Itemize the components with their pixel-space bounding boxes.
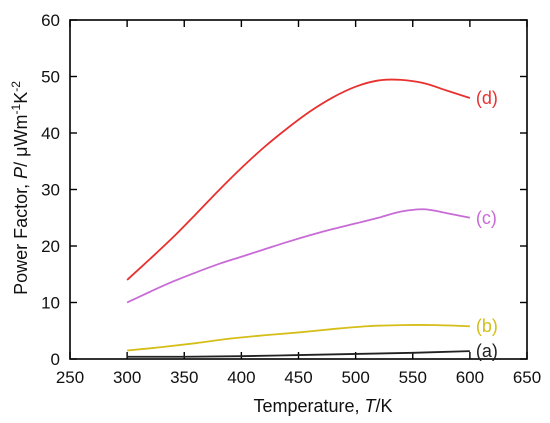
x-tick-label: 550 — [399, 368, 427, 387]
x-tick-label: 400 — [227, 368, 255, 387]
axis-ticks: 250 300 350 400 450 500 550 600 650 0 10 20 30 40 50 60 — [41, 11, 541, 387]
x-tick-label: 250 — [56, 368, 84, 387]
plot-frame — [69, 19, 528, 360]
y-tick-label: 20 — [41, 237, 60, 256]
y-tick-label: 50 — [41, 68, 60, 87]
x-axis-title: Temperature, T/K — [253, 396, 392, 416]
series-labels: (d) (c) (b) (a) — [476, 88, 498, 361]
x-tick-label: 450 — [284, 368, 312, 387]
y-axis-title: Power Factor, P/ μWm-1K-2 — [9, 81, 31, 295]
y-tick-label: 30 — [41, 181, 60, 200]
series-line — [126, 78, 471, 281]
series-line — [127, 324, 470, 352]
x-tick-label: 350 — [170, 368, 198, 387]
x-tick-label: 300 — [113, 368, 141, 387]
y-tick-label: 0 — [51, 350, 60, 369]
series-line — [127, 350, 470, 358]
y-tick-label: 60 — [41, 11, 60, 30]
series-label: (a) — [476, 341, 498, 361]
x-tick-label: 500 — [341, 368, 369, 387]
series-lines — [126, 78, 471, 358]
x-tick-label: 650 — [513, 368, 541, 387]
series-label: (b) — [476, 316, 498, 336]
series-line — [126, 208, 471, 304]
y-tick-label: 10 — [41, 294, 60, 313]
series-label: (d) — [476, 88, 498, 108]
plot-area — [69, 19, 528, 360]
y-tick-label: 40 — [41, 124, 60, 143]
series-label: (c) — [476, 208, 497, 228]
x-tick-label: 600 — [456, 368, 484, 387]
